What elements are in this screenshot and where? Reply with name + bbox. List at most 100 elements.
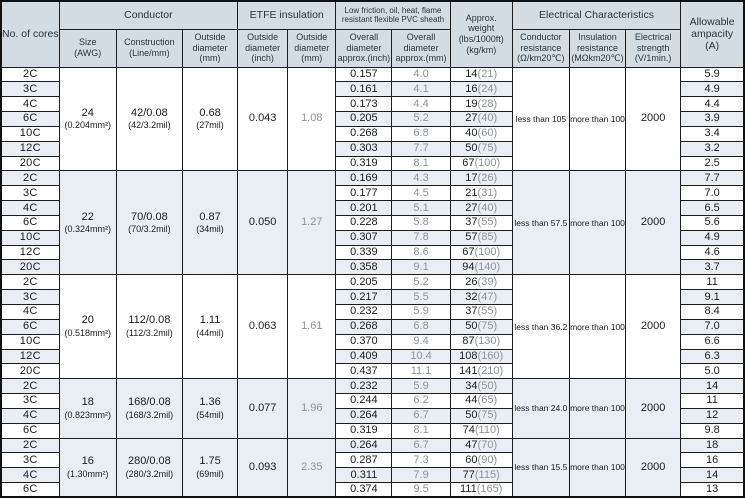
conductor-resistance-cell: less than 15.5 [511, 437, 570, 498]
approx-weight-cell: 74(110) [449, 422, 513, 439]
cores-cell: 6C [0, 318, 60, 335]
approx-weight-cell: 40(60) [449, 125, 513, 142]
cores-cell: 3C [0, 452, 60, 469]
approx-weight-cell: 27(40) [449, 111, 513, 127]
allowable-ampacity-cell: 14 [680, 467, 745, 484]
allowable-ampacity-cell: 5.9 [680, 66, 745, 83]
overall-diameter-mm-cell: 6.7 [391, 437, 451, 454]
allowable-ampacity-cell: 9.8 [680, 422, 745, 439]
overall-diameter-mm-cell: 5.2 [391, 111, 451, 127]
allowable-ampacity-cell: 4.9 [680, 81, 745, 98]
etfe-diameter-mm-cell: 1.08 [287, 66, 337, 172]
overall-diameter-mm-cell: 4.3 [391, 170, 451, 187]
construction-cell: 168/0.08 (168/3.2mil) [115, 378, 183, 439]
overall-diameter-mm-cell: 11.1 [391, 363, 451, 380]
table-row: 2C 18 (0.823mm²) 168/0.08 (168/3.2mil) 1.36 (5… [0, 378, 745, 439]
overall-diameter-inch-cell: 0.177 [335, 185, 393, 202]
cores-cell: 10C [0, 125, 60, 142]
size-awg-cell: 20 (0.518mm²) [58, 274, 117, 380]
overall-diameter-mm-cell: 6.8 [391, 318, 451, 335]
table-row: 12C 0.339 8.6 67(100) 4.6 [0, 244, 745, 261]
overall-diameter-mm-cell: 5.2 [391, 274, 451, 291]
approx-weight-cell: 111(165) [449, 482, 513, 498]
overall-diameter-inch-cell: 0.217 [335, 289, 393, 305]
allowable-ampacity-cell: 11 [680, 393, 745, 409]
table-row: 10C 0.370 9.4 87(130) 6.6 [0, 333, 745, 350]
overall-diameter-mm-cell: 6.7 [391, 407, 451, 424]
approx-weight-cell: 27(40) [449, 200, 513, 216]
etfe-diameter-mm-cell: 1.27 [287, 170, 337, 276]
overall-diameter-mm-cell: 6.8 [391, 125, 451, 142]
electrical-strength-cell: 2000 [625, 170, 682, 276]
cores-cell: 4C [0, 304, 60, 320]
approx-weight-cell: 141(210) [449, 363, 513, 380]
conductor-outside-diameter-cell: 1.75 (69mil) [181, 437, 239, 498]
approx-weight-cell: 50(75) [449, 407, 513, 424]
approx-weight-cell: 14(21) [449, 66, 513, 83]
header-construction: Construction (Line/mm) [115, 28, 183, 68]
overall-diameter-mm-cell: 5.9 [391, 378, 451, 395]
cores-cell: 6C [0, 111, 60, 127]
approx-weight-cell: 26(39) [449, 274, 513, 291]
header-size-awg: Size (AWG) [58, 28, 117, 68]
table-body: 2C 24 (0.204mm²) 42/0.08 (42/3.2mil) 0.68 (27m… [0, 66, 745, 498]
approx-weight-cell: 21(31) [449, 185, 513, 202]
cores-cell: 10C [0, 229, 60, 246]
cores-cell: 3C [0, 81, 60, 98]
table-row: 20C 0.319 8.1 67(100) 2.5 [0, 155, 745, 172]
header-conductor-group: Conductor [58, 0, 239, 30]
insulation-resistance-cell: more than 100 [568, 437, 627, 498]
allowable-ampacity-cell: 3.4 [680, 125, 745, 142]
approx-weight-cell: 17(26) [449, 170, 513, 187]
cores-cell: 12C [0, 348, 60, 365]
allowable-ampacity-cell: 16 [680, 452, 745, 469]
approx-weight-cell: 94(140) [449, 259, 513, 276]
header-overall-diameter-mm: Overall diameter approx.(mm) [391, 28, 451, 68]
allowable-ampacity-cell: 3.9 [680, 111, 745, 127]
conductor-resistance-cell: less than 57.5 [511, 170, 570, 276]
cores-cell: 2C [0, 274, 60, 291]
allowable-ampacity-cell: 4.4 [680, 96, 745, 113]
overall-diameter-mm-cell: 4.0 [391, 66, 451, 83]
electrical-strength-cell: 2000 [625, 378, 682, 439]
construction-cell: 112/0.08 (112/3.2mil) [115, 274, 183, 380]
approx-weight-cell: 77(115) [449, 467, 513, 484]
etfe-diameter-inch-cell: 0.093 [237, 437, 289, 498]
cores-cell: 10C [0, 333, 60, 350]
cores-cell: 3C [0, 393, 60, 409]
overall-diameter-mm-cell: 5.5 [391, 289, 451, 305]
overall-diameter-inch-cell: 0.370 [335, 333, 393, 350]
insulation-resistance-cell: more than 100 [568, 66, 627, 172]
header-outside-diameter-mm: Outside diameter (mm) [181, 28, 239, 68]
approx-weight-cell: 50(75) [449, 140, 513, 157]
construction-cell: 70/0.08 (70/3.2mil) [115, 170, 183, 276]
overall-diameter-mm-cell: 9.4 [391, 333, 451, 350]
overall-diameter-mm-cell: 4.5 [391, 185, 451, 202]
approx-weight-cell: 47(70) [449, 437, 513, 454]
conductor-resistance-cell: less than 24.0 [511, 378, 570, 439]
overall-diameter-mm-cell: 9.5 [391, 482, 451, 498]
allowable-ampacity-cell: 12 [680, 407, 745, 424]
table-row: 6C 0.374 9.5 111(165) 13 [0, 482, 745, 498]
etfe-diameter-inch-cell: 0.050 [237, 170, 289, 276]
cores-cell: 4C [0, 407, 60, 424]
insulation-resistance-cell: more than 100 [568, 274, 627, 380]
overall-diameter-inch-cell: 0.409 [335, 348, 393, 365]
cores-cell: 12C [0, 140, 60, 157]
overall-diameter-inch-cell: 0.201 [335, 200, 393, 216]
approx-weight-cell: 50(75) [449, 318, 513, 335]
overall-diameter-inch-cell: 0.374 [335, 482, 393, 498]
overall-diameter-inch-cell: 0.319 [335, 155, 393, 172]
cores-cell: 3C [0, 185, 60, 202]
table-row: 2C 16 (1.30mm²) 280/0.08 (280/3.2mil) 1.75 (69… [0, 437, 745, 498]
cores-cell: 20C [0, 259, 60, 276]
cores-cell: 6C [0, 422, 60, 439]
etfe-diameter-mm-cell: 2.35 [287, 437, 337, 498]
overall-diameter-inch-cell: 0.232 [335, 304, 393, 320]
approx-weight-cell: 57(85) [449, 229, 513, 246]
overall-diameter-inch-cell: 0.437 [335, 363, 393, 380]
overall-diameter-inch-cell: 0.173 [335, 96, 393, 113]
cores-cell: 4C [0, 96, 60, 113]
size-awg-cell: 18 (0.823mm²) [58, 378, 117, 439]
